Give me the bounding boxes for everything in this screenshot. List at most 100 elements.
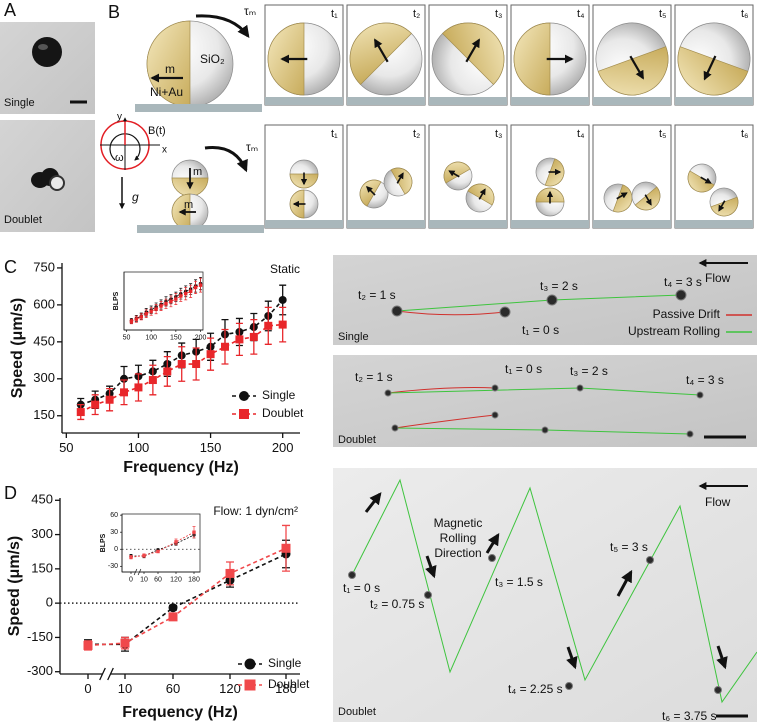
metal-half — [349, 22, 412, 85]
time-label: t₄ = 3 s — [664, 275, 702, 289]
rolling-path — [351, 478, 757, 704]
floor — [675, 97, 753, 105]
frame-label: t₁ — [331, 8, 338, 20]
label: y — [117, 112, 122, 123]
label: ω — [115, 152, 124, 164]
floor — [265, 97, 343, 105]
torque-arrow — [195, 14, 250, 38]
metal-half — [710, 196, 739, 217]
caption: Single — [4, 97, 35, 109]
axis-break — [137, 568, 142, 576]
caption: Doublet — [4, 214, 42, 226]
marker — [129, 319, 134, 324]
marker — [134, 317, 139, 321]
marker — [225, 568, 235, 578]
marker — [120, 374, 129, 383]
x-tick-label: 200 — [195, 334, 207, 341]
metal-half — [612, 184, 633, 213]
particle — [714, 686, 722, 694]
floor — [511, 97, 589, 105]
label: m — [184, 199, 193, 211]
y-tick-label: 0 — [46, 595, 53, 610]
arrow — [374, 38, 389, 63]
particle — [32, 37, 62, 67]
y-tick-label: -30 — [108, 563, 118, 570]
particle — [675, 289, 687, 301]
label: m — [165, 62, 175, 76]
annotation: Static — [270, 262, 300, 276]
time-label: t₂ = 1 s — [355, 370, 393, 384]
label: Direction — [434, 546, 481, 560]
marker — [129, 555, 133, 559]
legend-marker — [239, 409, 249, 419]
floor — [265, 220, 343, 228]
marker — [198, 283, 203, 287]
time-label: t₃ = 1.5 s — [495, 575, 543, 589]
marker — [159, 304, 163, 308]
panel-label: B — [108, 2, 120, 22]
legend-label: Doublet — [262, 406, 304, 420]
y-tick-label: -150 — [27, 629, 53, 644]
label: τₘ — [244, 4, 256, 18]
metal-half — [513, 22, 551, 96]
label: B(t) — [148, 125, 166, 137]
marker — [91, 400, 100, 409]
particle — [391, 305, 403, 317]
arrow — [718, 200, 726, 212]
arrow — [700, 176, 712, 184]
x-tick-label: 180 — [275, 681, 297, 696]
label: Flow — [705, 495, 731, 509]
arrow — [366, 186, 376, 196]
label: Rolling — [440, 531, 477, 545]
marker — [174, 297, 178, 301]
marker — [168, 603, 178, 613]
label: x — [162, 145, 167, 156]
particle — [491, 384, 499, 392]
time-label: t₁ = 0 s — [522, 323, 559, 337]
time-label: t₁ = 0 s — [343, 581, 380, 595]
particle — [488, 554, 496, 562]
particle — [565, 682, 573, 690]
particle — [348, 571, 356, 579]
passive-drift-path — [387, 387, 496, 394]
floor — [511, 220, 589, 228]
marker — [169, 299, 173, 304]
legend-label: Doublet — [268, 677, 310, 691]
marker — [164, 302, 168, 306]
particle — [696, 391, 704, 399]
marker — [235, 335, 244, 344]
marker — [179, 294, 183, 298]
frame-label: t₅ — [659, 8, 667, 20]
y-tick-label: 0 — [114, 546, 118, 553]
axis-break — [133, 568, 138, 576]
time-label: t₂ = 0.75 s — [370, 597, 424, 611]
x-axis-label: Frequency (Hz) — [123, 459, 239, 476]
x-tick-label: 120 — [219, 681, 241, 696]
frame-label: t₂ — [413, 8, 420, 20]
x-tick-label: 10 — [118, 681, 132, 696]
y-tick-label: 300 — [31, 526, 53, 541]
x-tick-label: 0 — [129, 576, 133, 583]
x-tick-label: 200 — [272, 440, 294, 455]
time-label: t₁ = 0 s — [505, 362, 542, 376]
floor — [429, 97, 507, 105]
time-label: t₄ = 3 s — [686, 373, 724, 387]
marker — [177, 360, 186, 369]
marker — [83, 640, 93, 650]
janus-particle — [146, 20, 234, 108]
panel-label: D — [4, 483, 17, 503]
floor — [593, 220, 671, 228]
frame — [592, 124, 672, 229]
x-tick-label: 180 — [188, 576, 200, 583]
marker — [139, 315, 143, 319]
arrow — [629, 55, 644, 80]
arrow — [465, 38, 480, 63]
legend-label: Upstream Rolling — [628, 324, 720, 338]
marker — [144, 312, 148, 316]
panel-label: C — [4, 257, 17, 277]
floor — [593, 97, 671, 105]
legend-marker — [239, 391, 249, 401]
metal-half — [677, 46, 749, 96]
